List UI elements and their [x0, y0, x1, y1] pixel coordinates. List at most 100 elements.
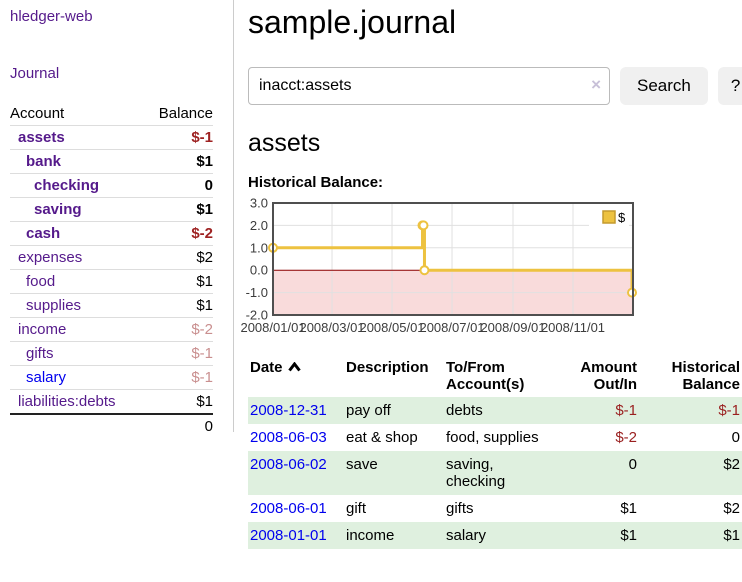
- account-name-cell: food: [10, 269, 145, 294]
- register-row: 2008-06-02 save saving, checking 0 $2: [248, 451, 742, 495]
- account-link[interactable]: checking: [34, 177, 100, 194]
- account-link[interactable]: saving: [34, 201, 82, 218]
- accounts-header-row: Account Balance: [10, 102, 213, 126]
- app-title-link[interactable]: hledger-web: [10, 8, 93, 25]
- transaction-description: income: [346, 527, 395, 544]
- transaction-date-link[interactable]: 2008-01-01: [250, 527, 327, 544]
- account-balance: $1: [144, 197, 213, 222]
- svg-text:2008/03/01: 2008/03/01: [299, 320, 364, 335]
- transaction-balance: $2: [723, 456, 740, 473]
- account-balance: $1: [144, 269, 213, 294]
- clear-search-icon[interactable]: ×: [591, 75, 601, 94]
- svg-text:2008/05/01: 2008/05/01: [359, 320, 424, 335]
- transaction-description: save: [346, 456, 378, 473]
- transaction-balance: $2: [723, 500, 740, 517]
- account-row: assets $-1: [10, 125, 213, 150]
- account-name-cell: assets: [10, 125, 145, 150]
- account-row: expenses $2: [10, 245, 213, 270]
- transaction-amount: $-1: [615, 402, 637, 419]
- search-button[interactable]: Search: [620, 67, 708, 105]
- transaction-accounts: food, supplies: [446, 429, 539, 446]
- transaction-description: gift: [346, 500, 367, 517]
- svg-text:2008/09/01: 2008/09/01: [480, 320, 545, 335]
- account-link[interactable]: bank: [26, 153, 62, 170]
- account-balance: $1: [144, 149, 213, 174]
- historical-balance-chart[interactable]: $3.0 2.0 1.0 0.0 -1.0 -2.0 2008/01/01 2008/03/0…: [240, 196, 742, 337]
- transaction-balance: 0: [731, 429, 740, 446]
- column-header-date[interactable]: Date: [248, 355, 344, 397]
- svg-text:2.0: 2.0: [250, 218, 268, 233]
- transaction-date-link[interactable]: 2008-06-03: [250, 429, 327, 446]
- account-row: liabilities:debts $1: [10, 389, 213, 414]
- svg-text:1.0: 1.0: [250, 240, 268, 255]
- transaction-accounts: saving, checking: [446, 456, 506, 490]
- accounts-total-balance: 0: [144, 413, 213, 438]
- account-balance: $-1: [144, 125, 213, 150]
- account-name-cell: saving: [10, 197, 145, 222]
- transaction-date-cell: 2008-06-02: [248, 451, 344, 495]
- transaction-date-link[interactable]: 2008-12-31: [250, 402, 327, 419]
- transaction-amount: $1: [620, 500, 637, 517]
- accounts-header-account: Account: [10, 105, 65, 122]
- account-name-cell: salary: [10, 365, 145, 390]
- transaction-amount: 0: [628, 456, 637, 473]
- account-link[interactable]: assets: [18, 129, 65, 146]
- svg-text:2008/11/01: 2008/11/01: [541, 320, 605, 335]
- transaction-date-link[interactable]: 2008-06-02: [250, 456, 327, 473]
- transaction-amount: $-2: [615, 429, 637, 446]
- svg-text:0.0: 0.0: [250, 263, 268, 278]
- column-header-accounts[interactable]: To/From Account(s): [446, 359, 525, 393]
- transaction-balance: $-1: [718, 402, 740, 419]
- account-link[interactable]: supplies: [26, 297, 82, 314]
- accounts-header-balance: Balance: [158, 105, 213, 122]
- transaction-date-cell: 2008-06-01: [248, 495, 344, 522]
- transaction-accounts: gifts: [446, 500, 474, 517]
- account-row: checking 0: [10, 173, 213, 198]
- column-header-amount[interactable]: Amount Out/In: [580, 359, 637, 393]
- accounts-table: Account Balance assets $-1 bank $1 check…: [10, 102, 213, 438]
- register-row: 2008-01-01 income salary $1 $1: [248, 522, 742, 549]
- account-link[interactable]: salary: [26, 369, 67, 386]
- account-link[interactable]: cash: [26, 225, 61, 242]
- transaction-accounts: salary: [446, 527, 487, 544]
- sidebar: hledger-web Journal Account Balance asse…: [0, 0, 233, 446]
- account-row: saving $1: [10, 197, 213, 222]
- accounts-total-spacer: [10, 413, 145, 438]
- search-input[interactable]: [248, 67, 610, 105]
- account-balance: $1: [144, 293, 213, 318]
- help-button[interactable]: ?: [717, 67, 742, 105]
- column-header-description[interactable]: Description: [346, 359, 429, 376]
- account-name-cell: checking: [10, 173, 145, 198]
- sidebar-item-journal[interactable]: Journal: [10, 65, 60, 82]
- account-balance: $2: [144, 245, 213, 270]
- register-header-row: Date Description To/From Account(s) Amou…: [248, 355, 742, 397]
- chart-title: Historical Balance:: [248, 174, 384, 191]
- account-link[interactable]: expenses: [18, 249, 83, 266]
- account-balance: $-1: [144, 341, 213, 366]
- register-row: 2008-06-03 eat & shop food, supplies $-2…: [248, 424, 742, 451]
- svg-text:3.0: 3.0: [250, 196, 268, 211]
- accounts-total-row: 0: [10, 413, 213, 438]
- transaction-date-cell: 2008-01-01: [248, 522, 344, 549]
- transaction-date-link[interactable]: 2008-06-01: [250, 500, 327, 517]
- account-heading: assets: [248, 129, 321, 157]
- account-name-cell: expenses: [10, 245, 145, 270]
- account-balance: 0: [144, 173, 213, 198]
- svg-text:$: $: [618, 210, 626, 225]
- account-link[interactable]: income: [18, 321, 67, 338]
- account-link[interactable]: gifts: [26, 345, 54, 362]
- svg-text:-1.0: -1.0: [246, 285, 268, 300]
- account-balance: $1: [144, 389, 213, 414]
- account-name-cell: liabilities:debts: [10, 389, 145, 414]
- transaction-amount: $1: [620, 527, 637, 544]
- account-name-cell: supplies: [10, 293, 145, 318]
- svg-text:-2.0: -2.0: [246, 308, 268, 323]
- account-link[interactable]: food: [26, 273, 56, 290]
- page-title: sample.journal: [248, 4, 457, 40]
- account-link[interactable]: liabilities:debts: [18, 393, 116, 410]
- column-header-balance[interactable]: Historical Balance: [671, 359, 740, 393]
- account-row: food $1: [10, 269, 213, 294]
- search-box: ×: [248, 67, 610, 105]
- sidebar-divider: [233, 0, 234, 432]
- main-content: sample.journal × Search ? assets Histori…: [240, 0, 742, 549]
